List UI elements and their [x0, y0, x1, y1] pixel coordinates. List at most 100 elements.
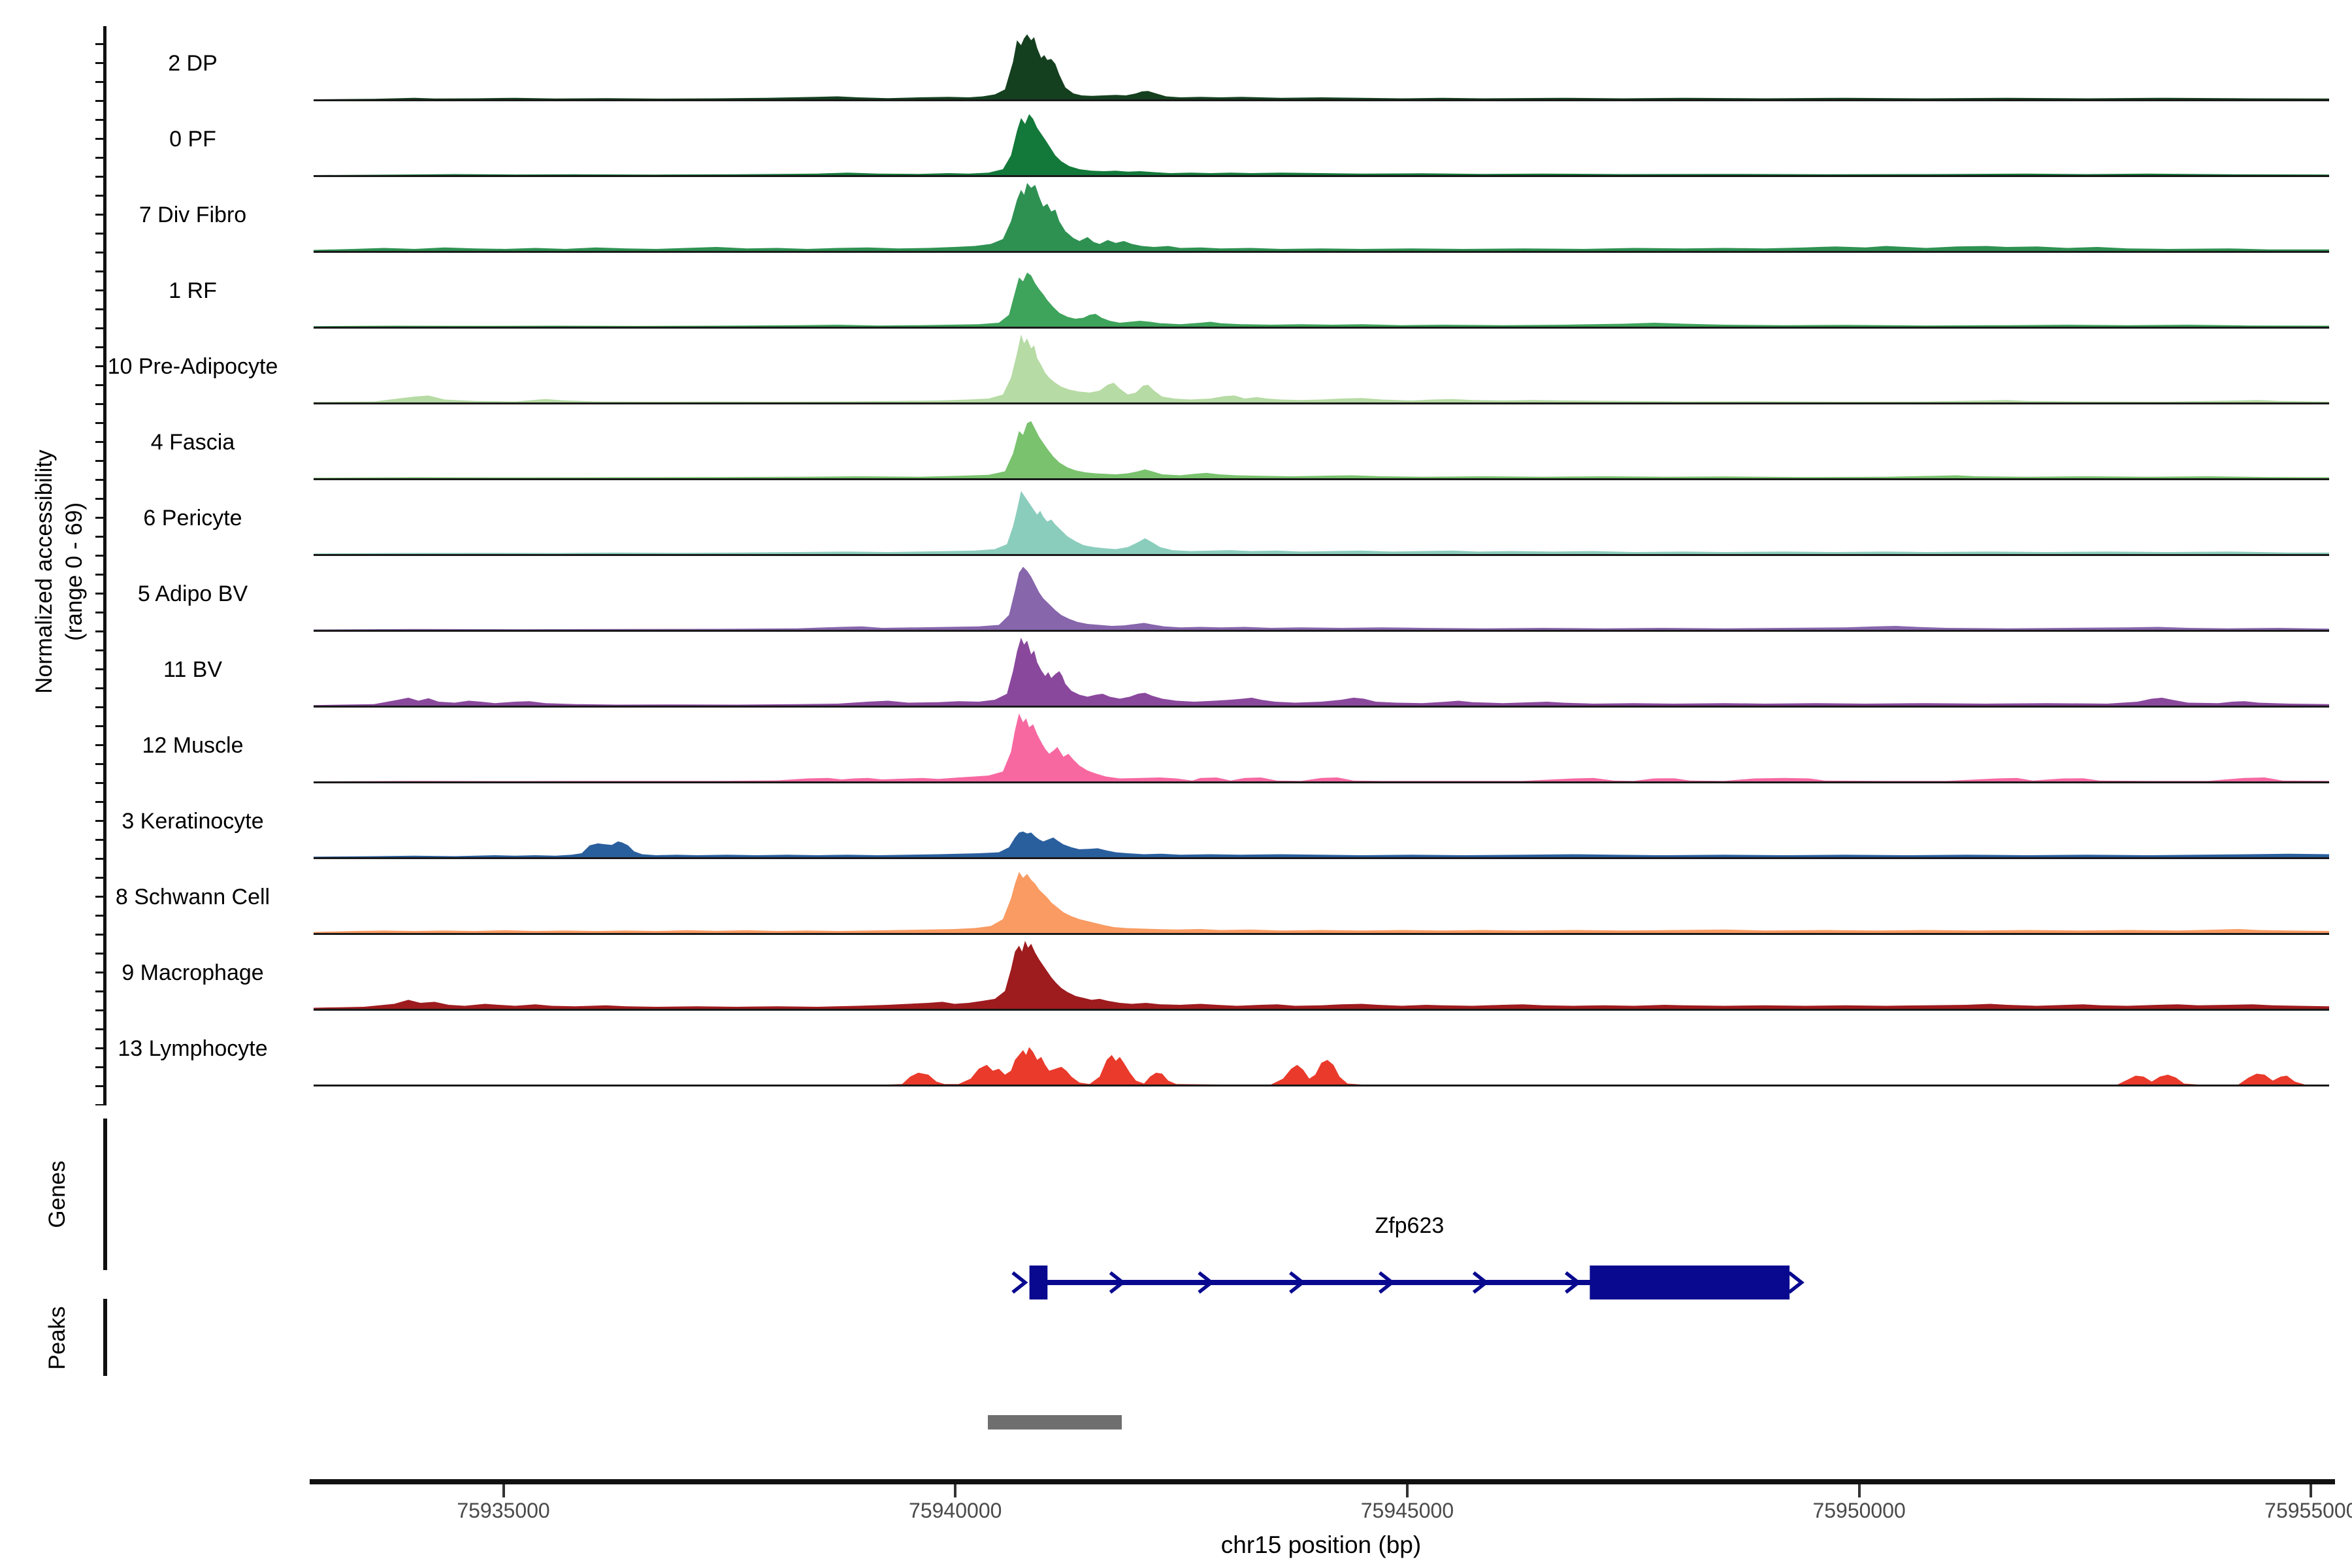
- track-plot-area: [314, 480, 2329, 556]
- coverage-path: [314, 831, 2329, 857]
- track-row: 4 Fascia: [0, 404, 2352, 480]
- track-plot-area: [314, 25, 2329, 101]
- track-label: 6 Pericyte: [143, 505, 242, 531]
- coverage-path: [314, 941, 2329, 1009]
- x-axis-tick-label: 75945000: [1360, 1499, 1454, 1522]
- track-label: 0 PF: [169, 126, 216, 152]
- coverage-path: [314, 638, 2329, 706]
- gene-model-track: Zfp623: [1011, 1213, 1805, 1299]
- coverage-path: [314, 114, 2329, 175]
- gene-intron-line: [1029, 1280, 1790, 1285]
- coverage-path: [314, 713, 2329, 781]
- x-axis-tick-label: 75935000: [457, 1499, 550, 1522]
- track-plot-area: [314, 329, 2329, 404]
- y-axis-line: [103, 26, 106, 1105]
- track-plot-area: [314, 253, 2329, 329]
- gene-direction-arrow: [1472, 1271, 1490, 1294]
- track-signal: [314, 34, 2329, 99]
- track-label: 9 Macrophage: [122, 960, 264, 985]
- track-row: 3 Keratinocyte: [0, 783, 2352, 859]
- track-row: 7 Div Fibro: [0, 177, 2352, 253]
- track-signal: [314, 638, 2329, 706]
- gene-direction-arrow: [1198, 1271, 1215, 1294]
- track-plot-area: [314, 783, 2329, 859]
- track-label: 4 Fascia: [150, 429, 235, 455]
- peaks-axis-line: [103, 1299, 107, 1376]
- track-signal: [314, 713, 2329, 781]
- track-signal: [314, 335, 2329, 402]
- track-label: 3 Keratinocyte: [122, 808, 264, 834]
- peak-region-bar: [988, 1415, 1122, 1429]
- track-signal: [314, 491, 2329, 554]
- track-signal: [314, 114, 2329, 175]
- coverage-path: [314, 491, 2329, 554]
- coverage-path: [314, 1047, 2329, 1085]
- coverage-path: [314, 335, 2329, 402]
- track-label: 13 Lymphocyte: [118, 1036, 268, 1061]
- coverage-path: [314, 272, 2329, 327]
- track-row: 0 PF: [0, 101, 2352, 177]
- track-row: 5 Adipo BV: [0, 556, 2352, 632]
- track-row: 1 RF: [0, 253, 2352, 329]
- x-axis-tick: [2310, 1484, 2313, 1497]
- track-signal: [314, 1047, 2329, 1085]
- track-row: 13 Lymphocyte: [0, 1011, 2352, 1086]
- track-signal: [314, 421, 2329, 478]
- track-label: 1 RF: [169, 278, 217, 303]
- coverage-path: [314, 566, 2329, 630]
- gene-direction-arrow: [1109, 1271, 1126, 1294]
- track-plot-area: [314, 177, 2329, 253]
- track-signal: [314, 183, 2329, 251]
- track-row: 12 Muscle: [0, 708, 2352, 783]
- gene-direction-arrow: [1289, 1271, 1306, 1294]
- track-label: 11 BV: [163, 657, 223, 682]
- gene-name-label: Zfp623: [1375, 1213, 1444, 1238]
- coverage-path: [314, 183, 2329, 251]
- x-axis-line: [310, 1479, 2335, 1484]
- x-axis-tick: [1857, 1484, 1861, 1497]
- coverage-tracks: 2 DP 0 PF 7 Div Fibro 1 RF 10 Pre-Adipoc…: [0, 25, 2352, 1086]
- track-plot-area: [314, 101, 2329, 177]
- genes-section-label: Genes: [44, 1160, 70, 1228]
- coverage-path: [314, 34, 2329, 99]
- track-row: 8 Schwann Cell: [0, 859, 2352, 935]
- track-signal: [314, 941, 2329, 1009]
- track-plot-area: [314, 935, 2329, 1011]
- track-signal: [314, 831, 2329, 857]
- gene-exon: [1029, 1266, 1048, 1299]
- track-label: 7 Div Fibro: [139, 202, 247, 227]
- track-row: 6 Pericyte: [0, 480, 2352, 556]
- track-signal: [314, 272, 2329, 327]
- x-axis-tick: [1405, 1484, 1409, 1497]
- x-axis-tick: [954, 1484, 957, 1497]
- track-label: 2 DP: [168, 50, 218, 76]
- track-label: 10 Pre-Adipocyte: [107, 353, 278, 379]
- gene-exon: [1590, 1266, 1790, 1299]
- track-row: 10 Pre-Adipocyte: [0, 329, 2352, 404]
- gene-direction-arrow: [1564, 1271, 1582, 1294]
- track-row: 2 DP: [0, 25, 2352, 101]
- x-axis-tick-label: 75950000: [1812, 1499, 1906, 1522]
- track-label: 8 Schwann Cell: [115, 884, 270, 909]
- track-label: 5 Adipo BV: [137, 581, 248, 606]
- coverage-path: [314, 421, 2329, 478]
- track-row: 11 BV: [0, 632, 2352, 708]
- genes-axis-line: [103, 1119, 107, 1270]
- gene-direction-arrow: [1788, 1271, 1805, 1294]
- x-axis-title: chr15 position (bp): [1220, 1531, 1422, 1558]
- gene-direction-arrow: [1379, 1271, 1396, 1294]
- peaks-section-label: Peaks: [44, 1306, 70, 1370]
- track-plot-area: [314, 556, 2329, 632]
- coverage-path: [314, 872, 2329, 933]
- track-row: 9 Macrophage: [0, 935, 2352, 1011]
- gene-direction-arrow: [1011, 1271, 1028, 1294]
- track-plot-area: [314, 632, 2329, 708]
- track-plot-area: [314, 1011, 2329, 1086]
- track-signal: [314, 872, 2329, 933]
- track-signal: [314, 566, 2329, 630]
- x-axis-tick-label: 75940000: [909, 1499, 1002, 1522]
- track-plot-area: [314, 859, 2329, 935]
- x-axis-tick-label: 75955000: [2264, 1499, 2352, 1522]
- track-label: 12 Muscle: [142, 732, 244, 758]
